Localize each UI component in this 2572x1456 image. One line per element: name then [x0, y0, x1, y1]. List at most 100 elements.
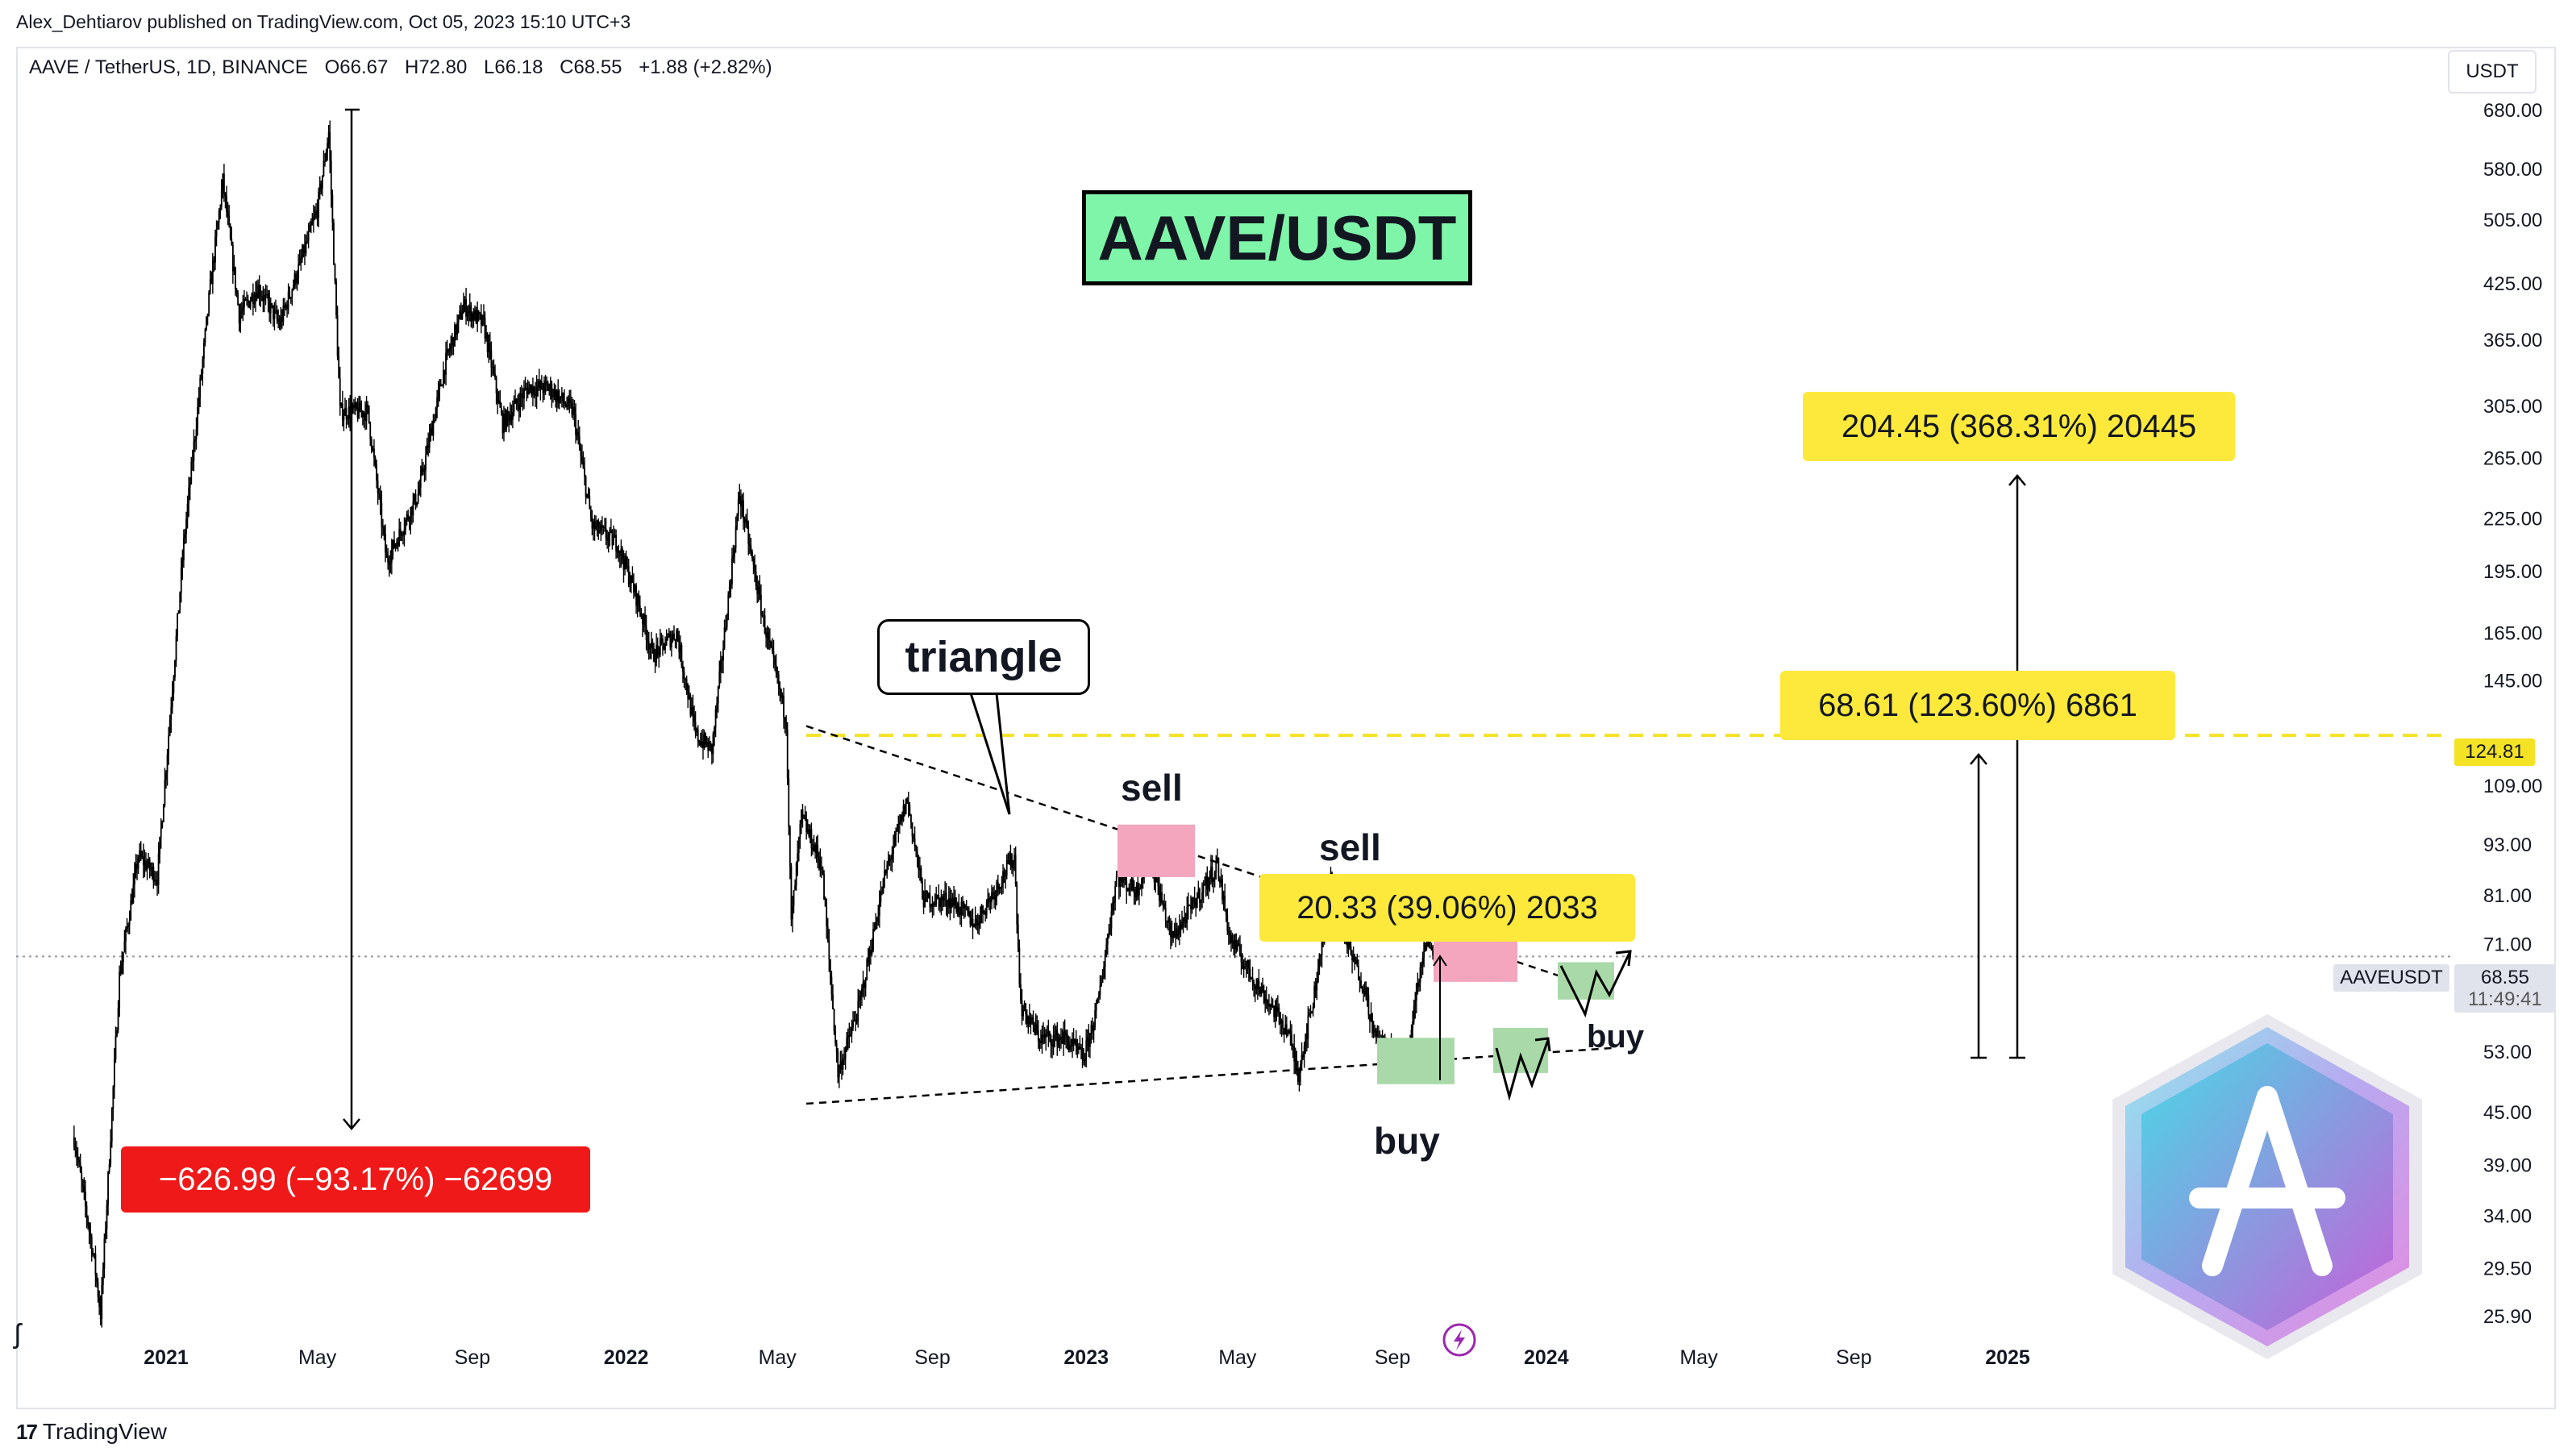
candle-body: [174, 660, 176, 678]
candle-body: [428, 435, 431, 448]
candle-body: [849, 1034, 851, 1037]
candle-body: [980, 913, 981, 924]
candle-body: [726, 619, 728, 627]
candle-body: [139, 850, 142, 857]
candle-body: [417, 493, 419, 502]
symbol-legend[interactable]: AAVE / TetherUS, 1D, BINANCE O66.67 H72.…: [29, 56, 784, 79]
currency-button[interactable]: USDT: [2448, 50, 2537, 94]
projection-zigzag-1[interactable]: [1495, 1039, 1550, 1101]
candle-body: [544, 381, 547, 383]
candle-body: [1124, 876, 1126, 881]
candle-body: [373, 448, 375, 458]
y-tick-label: 580.00: [2483, 159, 2542, 181]
candle-body: [83, 1186, 85, 1192]
y-tick-label: 505.00: [2483, 210, 2542, 231]
candle-body: [920, 867, 922, 882]
candle-body: [685, 678, 686, 680]
candle-body: [604, 526, 606, 529]
candle-body: [826, 906, 828, 927]
candle-body: [797, 853, 799, 863]
candle-body: [248, 301, 251, 308]
sell-zone-1[interactable]: [1117, 824, 1195, 877]
candle-body: [231, 239, 233, 245]
tradingview-brand: TradingView: [42, 1419, 168, 1444]
candle-body: [522, 396, 524, 399]
candle-body: [161, 822, 164, 828]
candle-body: [277, 318, 280, 322]
buy-zone-1[interactable]: [1377, 1038, 1455, 1084]
candle-body: [1312, 1006, 1314, 1012]
candle-body: [933, 903, 934, 905]
candle-body: [356, 408, 359, 418]
candle-body: [1196, 897, 1198, 909]
candle-body: [730, 584, 732, 587]
candle-body: [446, 349, 448, 353]
candle-body: [490, 350, 493, 368]
tradingview-footer[interactable]: 17 TradingView: [16, 1419, 167, 1445]
candle-body: [1130, 878, 1133, 891]
candle-body: [385, 534, 386, 553]
candle-body: [936, 894, 938, 896]
candle-body: [1104, 955, 1106, 967]
measure-target-1-label[interactable]: 68.61 (123.60%) 6861: [1780, 671, 2175, 740]
candle-body: [452, 337, 455, 347]
candle-body: [1128, 888, 1130, 890]
measure-drop-label[interactable]: −626.99 (−93.17%) −62699: [121, 1146, 590, 1213]
candle-body: [531, 385, 533, 396]
candle-body: [609, 530, 611, 536]
candle-body: [1094, 1010, 1097, 1027]
candle-body: [694, 722, 697, 733]
candle-body: [130, 900, 132, 921]
candle-body: [1157, 878, 1159, 886]
candle-body: [510, 414, 513, 420]
triangle-lower-trendline[interactable]: [805, 1046, 1613, 1105]
candle-body: [577, 432, 580, 437]
buy-zone-3[interactable]: [1558, 962, 1614, 1000]
symbol-name[interactable]: AAVE / TetherUS, 1D, BINANCE: [29, 56, 308, 78]
candle-body: [630, 575, 632, 584]
candle-body: [220, 189, 223, 207]
candle-body: [125, 929, 127, 942]
candle-body: [969, 911, 972, 925]
candle-body: [451, 337, 453, 344]
candle-body: [1280, 1012, 1281, 1025]
candle-body: [560, 393, 563, 398]
measure-target-2-label[interactable]: 204.45 (368.31%) 20445: [1803, 392, 2235, 461]
axis-anchor-icon[interactable]: ʃ: [13, 1319, 23, 1350]
candle-body: [805, 819, 808, 833]
candle-body: [1047, 1031, 1050, 1034]
candle-body: [1011, 853, 1013, 869]
measure-mid-label[interactable]: 20.33 (39.06%) 2033: [1259, 874, 1635, 942]
y-tick-label: 425.00: [2483, 273, 2542, 295]
candle-body: [573, 407, 576, 414]
candle-body: [1132, 878, 1134, 890]
candle-body: [435, 407, 437, 422]
candle-body: [614, 535, 616, 538]
candle-body: [760, 594, 762, 616]
candle-body: [714, 709, 717, 728]
event-lightning-icon[interactable]: [1442, 1322, 1477, 1358]
candle-body: [1235, 940, 1238, 951]
x-tick-label: 2021: [144, 1346, 189, 1369]
projection-zigzag-2[interactable]: [1559, 951, 1632, 1018]
candle-body: [862, 982, 864, 988]
candle-body: [765, 633, 768, 638]
triangle-callout[interactable]: triangle: [877, 619, 1090, 695]
candle-body: [947, 897, 950, 907]
chart-title-box[interactable]: AAVE/USDT: [1082, 190, 1472, 285]
candle-body: [997, 881, 999, 887]
candle-body: [310, 224, 312, 226]
candle-body: [662, 638, 664, 643]
candle-body: [532, 386, 534, 396]
candle-body: [891, 853, 893, 859]
candle-body: [1351, 954, 1353, 961]
candle-body: [202, 342, 205, 360]
candle-body: [240, 310, 243, 314]
candle-body: [942, 896, 943, 901]
candle-body: [1186, 906, 1188, 924]
candle-body: [1278, 1007, 1280, 1013]
candle-body: [114, 1036, 117, 1059]
candle-body: [732, 555, 735, 559]
candle-body: [907, 801, 909, 805]
